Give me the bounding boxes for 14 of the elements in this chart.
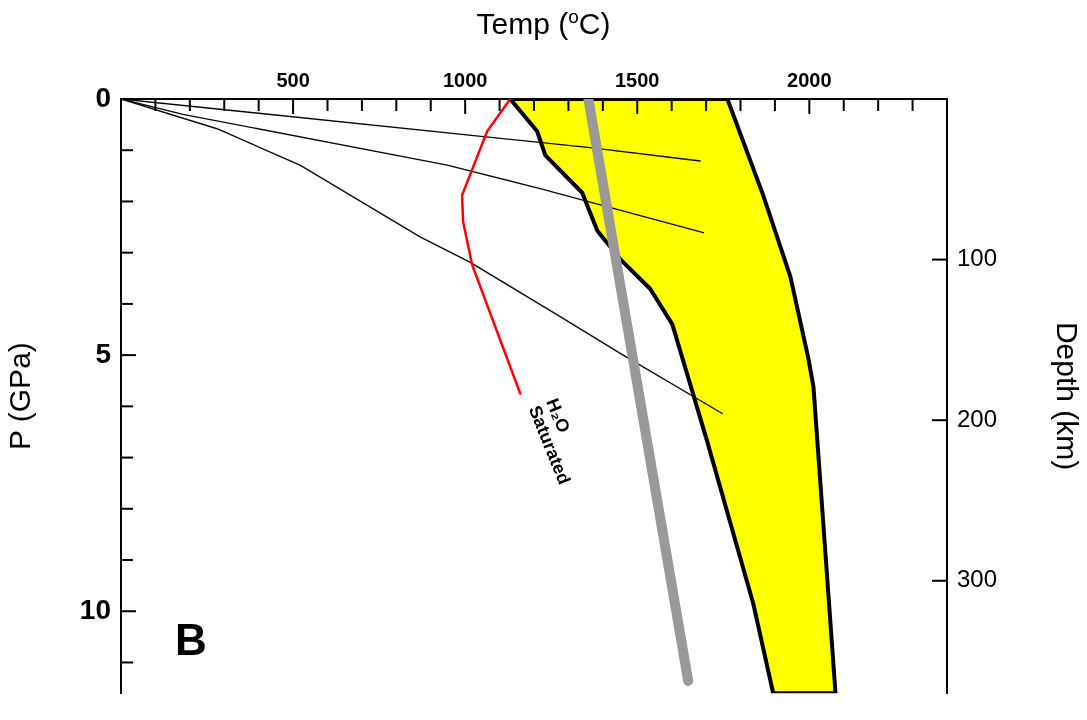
y2-tick-label: 300 — [957, 565, 998, 593]
y-tick-label: 5 — [95, 337, 111, 369]
x-tick-label: 1500 — [615, 68, 660, 91]
y2-tick-label: 100 — [957, 244, 998, 272]
y-tick-label: 0 — [95, 81, 111, 113]
y-axis-title: P (GPa) — [3, 342, 37, 451]
y2-axis-title: Depth (km) — [1050, 321, 1084, 471]
annotation: B — [175, 615, 207, 665]
x-axis-title: Temp ($^{o}$C) — [475, 6, 612, 41]
y-tick-label: 10 — [79, 593, 111, 625]
x-tick-label: 2000 — [787, 68, 832, 91]
x-tick-label: 500 — [276, 68, 310, 91]
x-tick-label: 1000 — [442, 68, 488, 91]
y2-tick-label: 200 — [957, 404, 998, 432]
